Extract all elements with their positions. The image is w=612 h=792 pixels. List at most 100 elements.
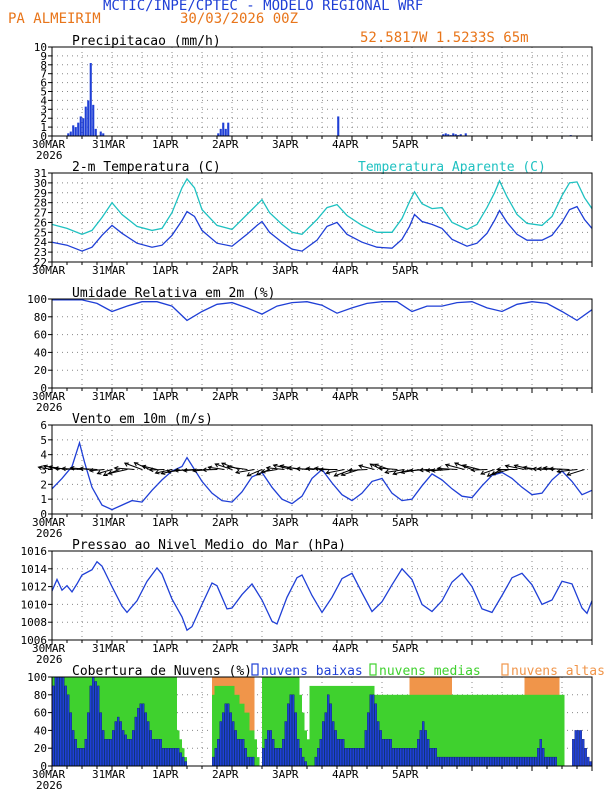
wind-arrow <box>378 467 398 470</box>
low-cloud-bar <box>62 676 65 767</box>
low-cloud-bar <box>114 721 117 767</box>
wind-arrow-head <box>207 465 213 471</box>
x-tick-label: 3APR <box>272 264 299 277</box>
mid-cloud-bar <box>389 694 392 766</box>
mid-cloud-bar <box>384 694 387 766</box>
mid-cloud-bar <box>514 694 517 766</box>
precip-bar <box>219 128 222 136</box>
low-cloud-bar <box>512 756 515 767</box>
x-tick-label: 30MAR <box>32 768 65 781</box>
x-tick-label: 5APR <box>392 264 419 277</box>
low-cloud-bar <box>357 748 360 767</box>
mid-cloud-bar <box>559 694 562 766</box>
low-cloud-bar <box>427 739 430 767</box>
y-tick-label: 3 <box>40 464 47 477</box>
x-tick-label: 4APR <box>332 768 359 781</box>
x-tick-label: 31MAR <box>92 264 125 277</box>
mid-cloud-bar <box>437 694 440 766</box>
mid-cloud-bar <box>272 677 275 766</box>
wind-arrow-head <box>444 463 450 468</box>
mid-cloud-bar <box>494 694 497 766</box>
wind-arrow-head <box>392 470 398 476</box>
mid-cloud-bar <box>562 694 565 766</box>
x-tick-label: 3APR <box>272 768 299 781</box>
low-cloud-bar <box>389 739 392 767</box>
panel-title: 2-m Temperatura (C) <box>72 160 221 175</box>
mid-cloud-bar <box>457 694 460 766</box>
low-cloud-bar <box>507 756 510 767</box>
low-cloud-bar <box>144 712 147 767</box>
low-cloud-bar <box>289 694 292 767</box>
panel-title: Precipitacao (mm/h) <box>72 34 221 49</box>
low-cloud-bar <box>222 712 225 767</box>
mid-cloud-bar <box>552 694 555 766</box>
low-cloud-bar <box>374 703 377 767</box>
low-cloud-bar <box>97 685 100 767</box>
header-title: MCTIC/INPE/CPTEC - MODELO REGIONAL WRF <box>103 0 424 14</box>
wind-arrow <box>261 469 278 473</box>
x-tick-label: 3APR <box>272 138 299 151</box>
wind-arrow-head <box>123 462 129 467</box>
header-run: 30/03/2026 00Z <box>180 11 299 27</box>
low-cloud-bar <box>329 703 332 767</box>
low-cloud-bar <box>169 748 172 767</box>
low-cloud-bar <box>367 712 370 767</box>
wind-arrow-head <box>536 466 542 472</box>
mid-cloud-bar <box>482 694 485 766</box>
low-cloud-bar <box>124 734 127 767</box>
panel-title: Umidade Relativa em 2m (%) <box>72 286 276 301</box>
mid-cloud-bar <box>269 677 272 766</box>
low-cloud-bar <box>527 756 530 767</box>
mid-cloud-bar <box>267 677 270 766</box>
mid-cloud-bar <box>314 685 317 766</box>
low-cloud-bar <box>67 694 70 767</box>
mid-cloud-bar <box>352 685 355 766</box>
low-cloud-bar <box>297 739 300 767</box>
precip-bar <box>444 133 447 136</box>
low-cloud-bar <box>324 712 327 767</box>
wind-arrow-head <box>436 466 442 471</box>
wind-arrow-head <box>295 466 301 472</box>
low-cloud-bar <box>429 748 432 767</box>
wind-arrow <box>108 469 128 475</box>
low-cloud-bar <box>119 721 122 767</box>
wind-arrow-head <box>496 467 501 472</box>
high-cloud-bar <box>252 677 255 766</box>
wind-arrow-head <box>454 462 459 467</box>
low-cloud-bar <box>454 756 457 767</box>
low-cloud-bar <box>457 756 460 767</box>
wind-arrow-head <box>37 465 43 471</box>
wind-arrow-head <box>548 466 554 472</box>
wind-arrow <box>227 466 248 470</box>
low-cloud-bar <box>54 676 57 767</box>
y-tick-label: 2 <box>40 112 47 125</box>
x-tick-label: 31MAR <box>92 768 125 781</box>
low-cloud-bar <box>82 748 85 767</box>
low-cloud-bar <box>92 676 95 767</box>
mid-cloud-bar <box>522 694 525 766</box>
precip-bar <box>99 131 102 136</box>
wind-arrow <box>114 467 135 470</box>
mid-cloud-bar <box>249 730 252 766</box>
wind-arrow-head <box>246 472 252 477</box>
legend-label: nuvens altas <box>511 664 605 679</box>
low-cloud-bar <box>487 756 490 767</box>
precip-bar <box>459 134 462 136</box>
mid-cloud-bar <box>319 685 322 766</box>
y-tick-label: 0 <box>40 382 47 395</box>
wind-arrow <box>348 469 368 471</box>
mid-cloud-bar <box>239 703 242 766</box>
low-cloud-bar <box>339 739 342 767</box>
x-year-label: 2026 <box>36 149 63 162</box>
low-cloud-bar <box>294 712 297 767</box>
mid-cloud-bar <box>299 694 302 766</box>
precip-bar <box>79 116 82 136</box>
low-cloud-bar <box>554 756 557 767</box>
y-tick-label: 80 <box>34 689 47 702</box>
wind-arrow <box>79 467 98 470</box>
mid-cloud-bar <box>487 694 490 766</box>
panel-border <box>51 424 593 515</box>
wind-arrow-head <box>425 468 431 473</box>
low-cloud-bar <box>249 756 252 767</box>
